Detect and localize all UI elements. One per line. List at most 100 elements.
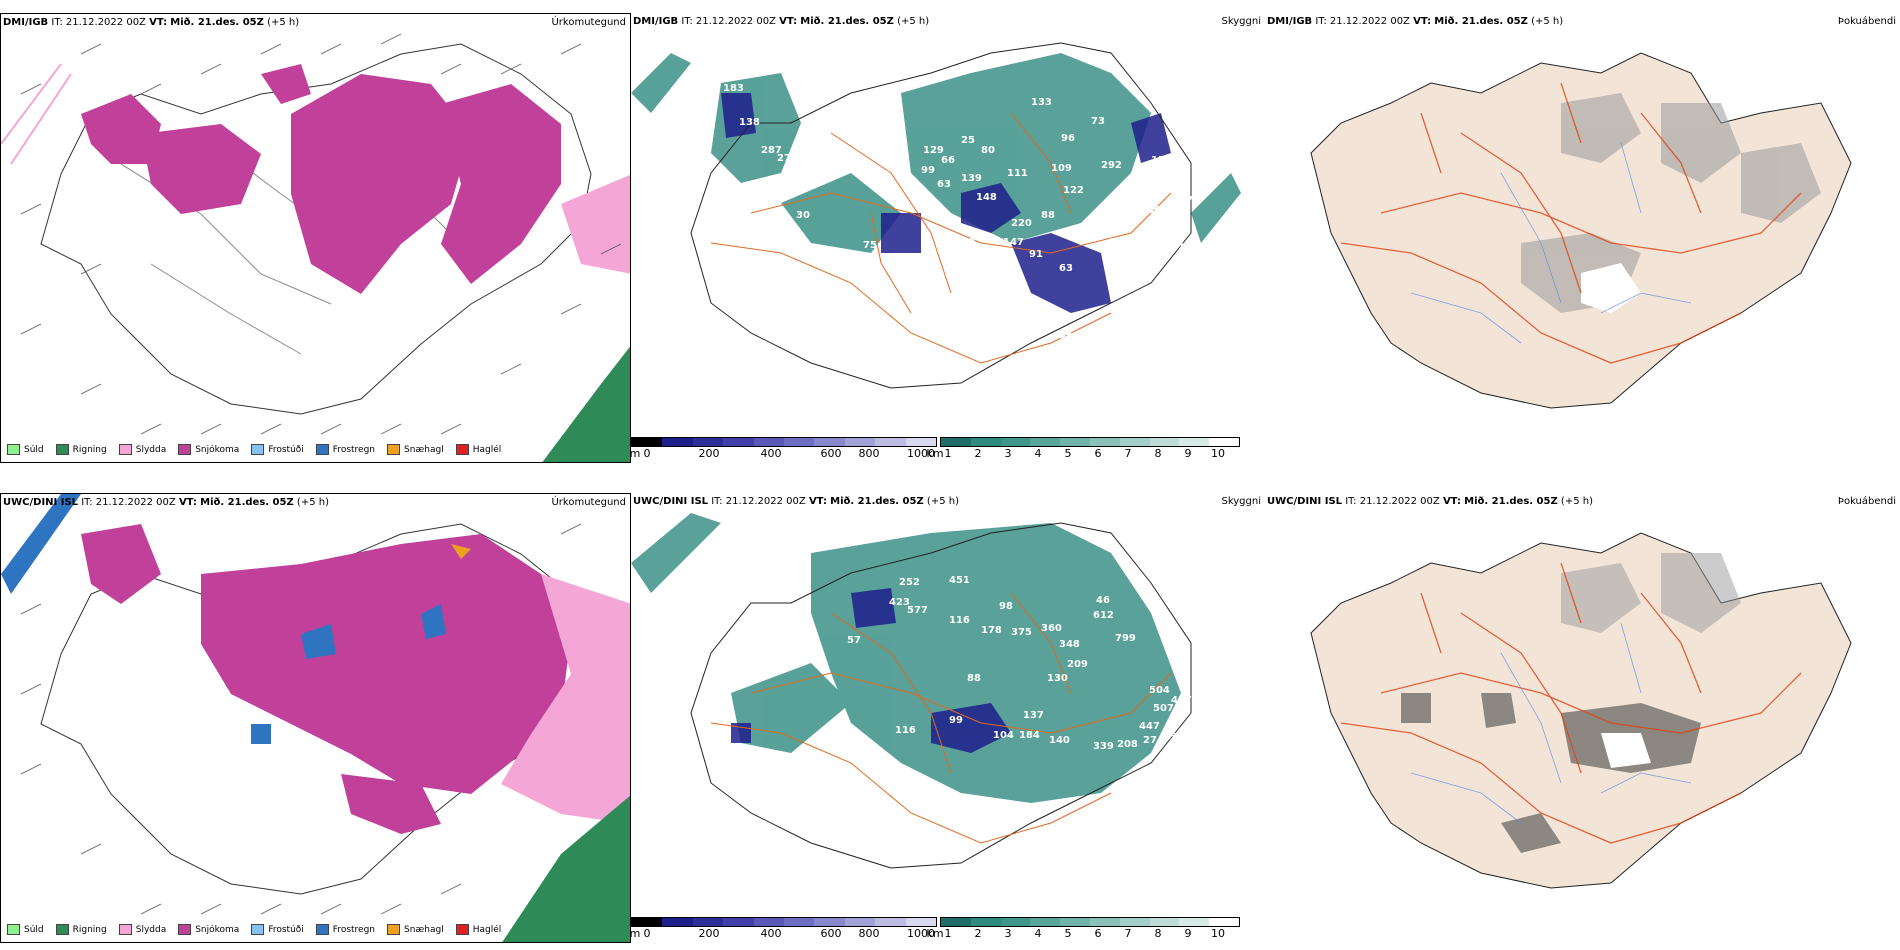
vt-value: Mið. 21.des. 05Z xyxy=(200,497,294,508)
cloudbase-colorbar-1: m 0 200 400 600 800 1000 xyxy=(630,437,937,460)
cloud-label: 213 xyxy=(1171,241,1192,252)
legend-label: Slydda xyxy=(135,924,167,935)
lead-time: (+5 h) xyxy=(897,16,930,27)
precip-title-1: Úrkomutegund xyxy=(551,17,626,28)
it-value: 21.12.2022 00Z xyxy=(1359,496,1440,507)
legend-label: Frostregn xyxy=(332,444,376,455)
cloud-label: 99 xyxy=(949,715,963,726)
cloud-label: 92 xyxy=(841,263,855,274)
cloud-label: 80 xyxy=(981,145,995,156)
legend-label: Haglél xyxy=(472,444,502,455)
visibility-unit: km xyxy=(926,447,944,460)
tick-label: 400 xyxy=(760,927,782,940)
visibility-colorbar-1: km 1 2 3 4 5 6 7 8 9 10 xyxy=(926,437,1240,460)
tick-label: 3 xyxy=(1004,927,1012,940)
legend-haglel: Haglél xyxy=(455,444,502,455)
swatch-sudl xyxy=(7,924,20,935)
it-value: 21.12.2022 00Z xyxy=(1329,16,1410,27)
tick-label: 200 xyxy=(698,927,720,940)
cloud-label: 127 xyxy=(1119,263,1140,274)
swatch-snaehagl xyxy=(387,924,401,935)
tick-label: 8 xyxy=(1154,927,1162,940)
legend-label: Frostúði xyxy=(268,924,304,935)
cloud-label: 339 xyxy=(1093,741,1114,752)
visibility-ticks: km 1 2 3 4 5 6 7 8 9 10 xyxy=(926,447,1240,460)
cloud-label: 116 xyxy=(949,615,970,626)
visibility-colorbar-2: km 1 2 3 4 5 6 7 8 9 10 xyxy=(926,917,1240,940)
lead-time: (+5 h) xyxy=(296,497,329,508)
cloud-label: 109 xyxy=(1051,163,1072,174)
cloudbase-strip xyxy=(631,437,937,447)
legend-label: Súld xyxy=(24,444,44,455)
lead-time: (+5 h) xyxy=(1560,496,1593,507)
lead-time: (+5 h) xyxy=(267,17,300,28)
cloud-label: 63 xyxy=(1059,263,1073,274)
cloud-label: 88 xyxy=(1041,210,1055,221)
cloud-label: 241 xyxy=(751,197,772,208)
legend-sudl: Súld xyxy=(7,444,44,455)
legend-label: Rigning xyxy=(72,444,107,455)
cloud-label: 73 xyxy=(1091,116,1105,127)
legend-label: Slydda xyxy=(135,444,167,455)
cloudbase-unit: m xyxy=(629,927,641,940)
tick-label: 7 xyxy=(1124,927,1132,940)
model-name: DMI/IGB xyxy=(633,16,679,27)
cloud-label: 17 xyxy=(875,170,889,181)
tick-label: 6 xyxy=(1094,447,1102,460)
visibility-map-1: 183 138 287 27 216 241 116 76 92 129 75 … xyxy=(631,42,1241,389)
it-value: 21.12.2022 00Z xyxy=(95,497,176,508)
cloud-label: 138 xyxy=(739,117,760,128)
legend-slydda: Slydda xyxy=(118,444,167,455)
legend-label: Snjókoma xyxy=(195,924,240,935)
cloud-label: 111 xyxy=(1007,168,1028,179)
vt-label: VT: xyxy=(1442,496,1461,507)
it-value: 21.12.2022 00Z xyxy=(65,17,146,28)
cloud-label: 116 xyxy=(895,725,916,736)
fog-header-2: UWC/DINI ISL IT: 21.12.2022 00Z VT: Mið.… xyxy=(1267,496,1593,508)
cloud-label: 150 xyxy=(1151,155,1172,166)
legend-frostudi: Frostúði xyxy=(251,924,304,935)
cloud-label: 216 xyxy=(771,186,792,197)
fog-panel-1: DMI/IGB IT: 21.12.2022 00Z VT: Mið. 21.d… xyxy=(1261,13,1900,463)
cloud-label: 472 xyxy=(1179,195,1200,206)
legend-label: Súld xyxy=(24,924,44,935)
visibility-strip xyxy=(940,437,1240,447)
legend-frostregn: Frostregn xyxy=(315,924,375,935)
legend-frostudi: Frostúði xyxy=(251,444,304,455)
tick-label: 1000 xyxy=(907,447,935,460)
cloud-label: 252 xyxy=(899,577,920,588)
tick-label: 800 xyxy=(858,927,880,940)
visibility-unit: km xyxy=(926,927,944,940)
swatch-snaehagl xyxy=(387,444,401,455)
swatch-snjokoma xyxy=(178,924,192,935)
tick-label: 4 xyxy=(1034,447,1042,460)
swatch-frostudi xyxy=(251,444,265,455)
legend-haglel: Haglél xyxy=(455,924,501,935)
it-value: 21.12.2022 00Z xyxy=(695,16,776,27)
cloud-label: 98 xyxy=(999,601,1013,612)
cloud-label: 104 xyxy=(993,730,1014,741)
fog-map-2 xyxy=(1310,532,1852,889)
legend-rigning: Rigning xyxy=(55,444,107,455)
swatch-slydda xyxy=(118,444,132,455)
visibility-title-1: Skyggni xyxy=(1221,16,1261,27)
tick-label: 600 xyxy=(820,447,842,460)
legend-rigning: Rigning xyxy=(55,924,107,935)
cloud-label: 348 xyxy=(1059,639,1080,650)
tick-label: 2 xyxy=(974,447,982,460)
tick-label: 0 xyxy=(643,927,651,940)
cloud-label: 130 xyxy=(1109,237,1130,248)
cloud-label: 140 xyxy=(1049,735,1070,746)
model-name: UWC/DINI ISL xyxy=(633,496,709,507)
cloud-label: 250 xyxy=(731,567,752,578)
cloud-label: 75 xyxy=(863,240,877,251)
cloud-label: 612 xyxy=(1093,610,1114,621)
legend-snjokoma: Snjókoma xyxy=(178,444,239,455)
tick-label: 1000 xyxy=(907,927,935,940)
cloud-label: 25 xyxy=(961,135,975,146)
cloud-label: 184 xyxy=(1019,730,1040,741)
cloud-label: 130 xyxy=(1047,673,1068,684)
vt-label: VT: xyxy=(808,496,827,507)
vt-value: Mið. 21.des. 05Z xyxy=(1464,496,1558,507)
tick-label: 200 xyxy=(698,447,720,460)
